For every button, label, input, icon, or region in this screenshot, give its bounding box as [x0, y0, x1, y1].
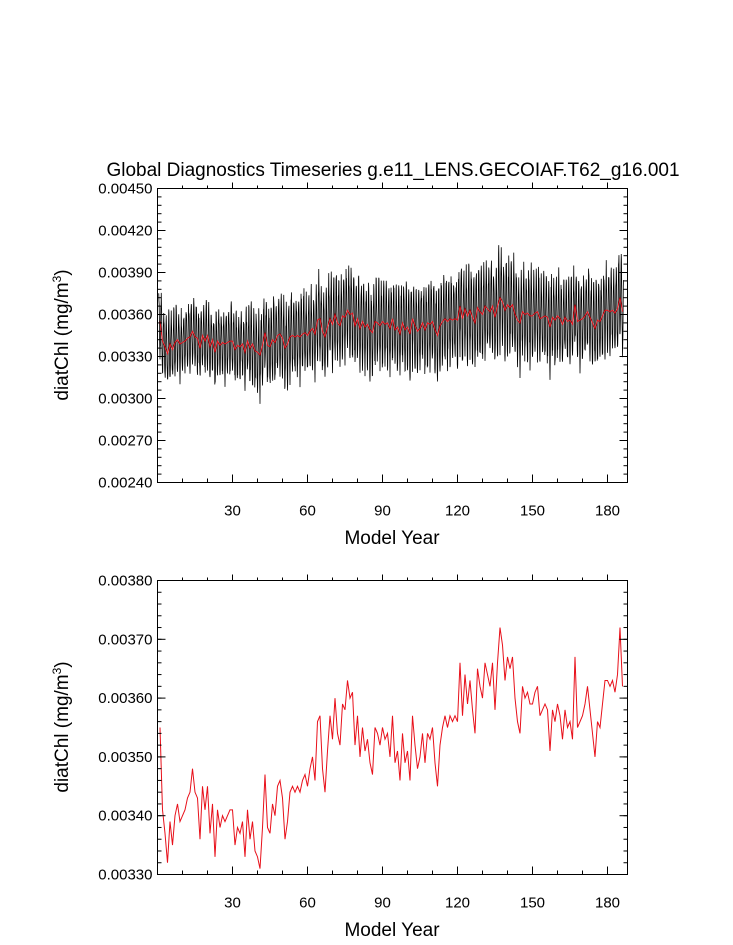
top-monthly-series-line	[158, 245, 624, 404]
top-y-tick-label: 0.00450	[98, 181, 152, 198]
top-y-tick-label: 0.00390	[98, 265, 152, 282]
bottom-y-tick-label: 0.00330	[98, 867, 152, 884]
top-annual-series-line	[159, 296, 623, 357]
bottom-x-tick-label: 90	[374, 895, 391, 912]
bottom-y-tick-labels: 0.00330 0.00340 0.00350 0.00360 0.00370 0.003…	[98, 573, 152, 884]
top-y-tick-label: 0.00420	[98, 223, 152, 240]
top-x-tick-label: 150	[520, 503, 545, 520]
top-x-tick-label: 60	[299, 503, 316, 520]
top-y-tick-labels: 0.00240 0.00270 0.00300 0.00330 0.00360 0.003…	[98, 181, 152, 492]
top-x-tick-label: 30	[224, 503, 241, 520]
top-y-tick-label: 0.00330	[98, 349, 152, 366]
top-panel: Global Diagnostics Timeseries g.e11_LENS…	[50, 160, 680, 549]
top-y-axis-title-superscript: 3	[50, 275, 64, 282]
bottom-y-axis-title: diatChl (mg/m3)	[50, 661, 73, 792]
bottom-y-axis-title-superscript: 3	[50, 667, 64, 674]
top-plot-frame	[157, 188, 628, 483]
bottom-y-tick-label: 0.00380	[98, 573, 152, 590]
bottom-x-tick-labels: 30 60 90 120 150 180	[224, 895, 620, 912]
chart-title: Global Diagnostics Timeseries g.e11_LENS…	[106, 160, 679, 181]
bottom-y-tick-label: 0.00350	[98, 749, 152, 766]
bottom-x-tick-label: 150	[520, 895, 545, 912]
top-y-tick-label: 0.00360	[98, 307, 152, 324]
bottom-x-tick-label: 30	[224, 895, 241, 912]
top-y-tick-label: 0.00300	[98, 391, 152, 408]
top-y-axis-title: diatChl (mg/m3)	[50, 269, 73, 400]
bottom-y-tick-label: 0.00340	[98, 808, 152, 825]
top-x-tick-label: 180	[595, 503, 620, 520]
bottom-x-tick-label: 60	[299, 895, 316, 912]
bottom-plot-frame	[157, 580, 628, 875]
bottom-x-axis-title: Model Year	[344, 920, 440, 941]
top-x-tick-labels: 30 60 90 120 150 180	[224, 503, 620, 520]
top-y-tick-label: 0.00240	[98, 475, 152, 492]
bottom-panel: 0.00330 0.00340 0.00350 0.00360 0.00370 0.003…	[50, 573, 628, 941]
bottom-x-tick-label: 120	[445, 895, 470, 912]
top-x-tick-label: 90	[374, 503, 391, 520]
bottom-annual-series-line	[159, 627, 623, 869]
top-y-tick-label: 0.00270	[98, 433, 152, 450]
bottom-tick-group	[157, 574, 628, 875]
bottom-y-tick-label: 0.00370	[98, 631, 152, 648]
bottom-x-tick-label: 180	[595, 895, 620, 912]
top-tick-group	[157, 182, 628, 483]
top-x-tick-label: 120	[445, 503, 470, 520]
bottom-series-group	[159, 627, 623, 869]
top-x-axis-title: Model Year	[344, 528, 440, 549]
top-series-group	[158, 245, 624, 404]
bottom-y-tick-label: 0.00360	[98, 690, 152, 707]
